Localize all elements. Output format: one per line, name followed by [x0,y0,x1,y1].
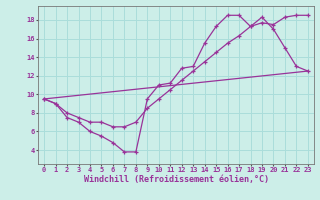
X-axis label: Windchill (Refroidissement éolien,°C): Windchill (Refroidissement éolien,°C) [84,175,268,184]
